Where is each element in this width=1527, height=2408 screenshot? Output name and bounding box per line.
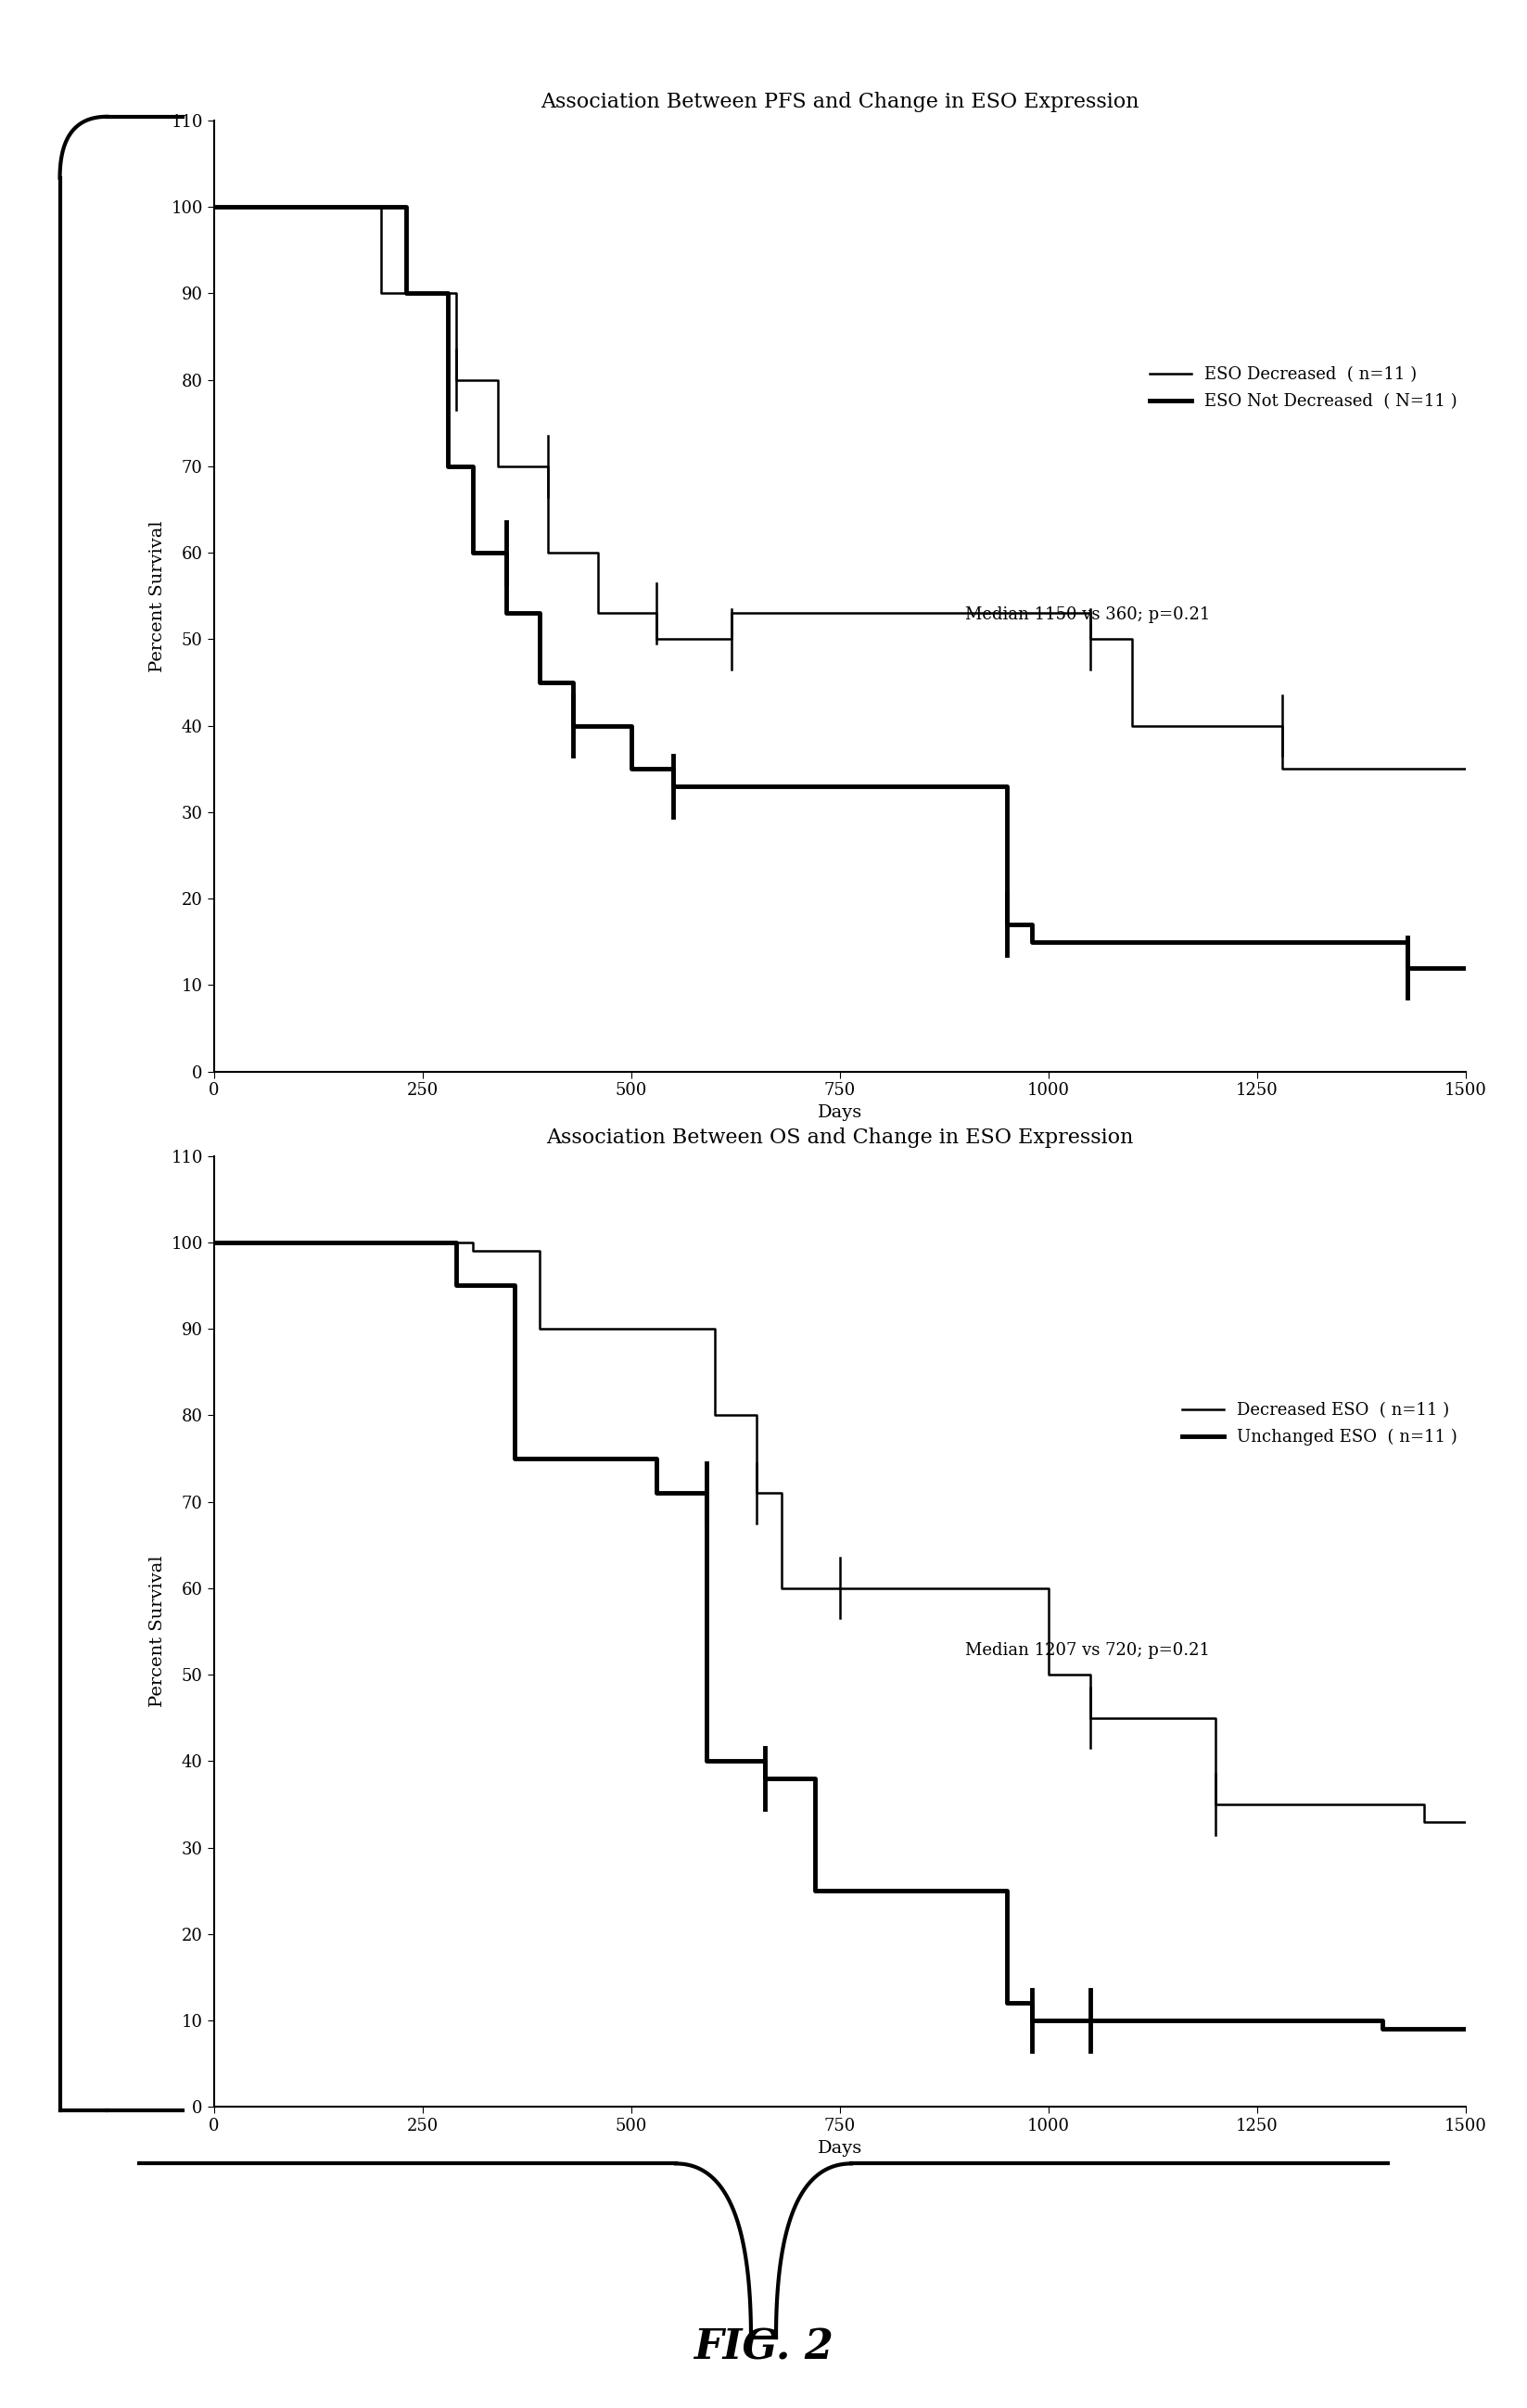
Y-axis label: Percent Survival: Percent Survival bbox=[150, 1556, 166, 1707]
Text: FIG. 2: FIG. 2 bbox=[693, 2329, 834, 2367]
X-axis label: Days: Days bbox=[817, 2141, 863, 2158]
Text: Median 1150 vs 360; p=0.21: Median 1150 vs 360; p=0.21 bbox=[965, 607, 1211, 624]
Title: Association Between OS and Change in ESO Expression: Association Between OS and Change in ESO… bbox=[547, 1127, 1133, 1149]
Title: Association Between PFS and Change in ESO Expression: Association Between PFS and Change in ES… bbox=[541, 92, 1139, 113]
X-axis label: Days: Days bbox=[817, 1105, 863, 1122]
Text: Median 1207 vs 720; p=0.21: Median 1207 vs 720; p=0.21 bbox=[965, 1642, 1209, 1659]
Legend: Decreased ESO  ( n=11 ), Unchanged ESO  ( n=11 ): Decreased ESO ( n=11 ), Unchanged ESO ( … bbox=[1182, 1401, 1458, 1445]
Legend: ESO Decreased  ( n=11 ), ESO Not Decreased  ( N=11 ): ESO Decreased ( n=11 ), ESO Not Decrease… bbox=[1150, 366, 1458, 409]
Y-axis label: Percent Survival: Percent Survival bbox=[150, 520, 166, 672]
